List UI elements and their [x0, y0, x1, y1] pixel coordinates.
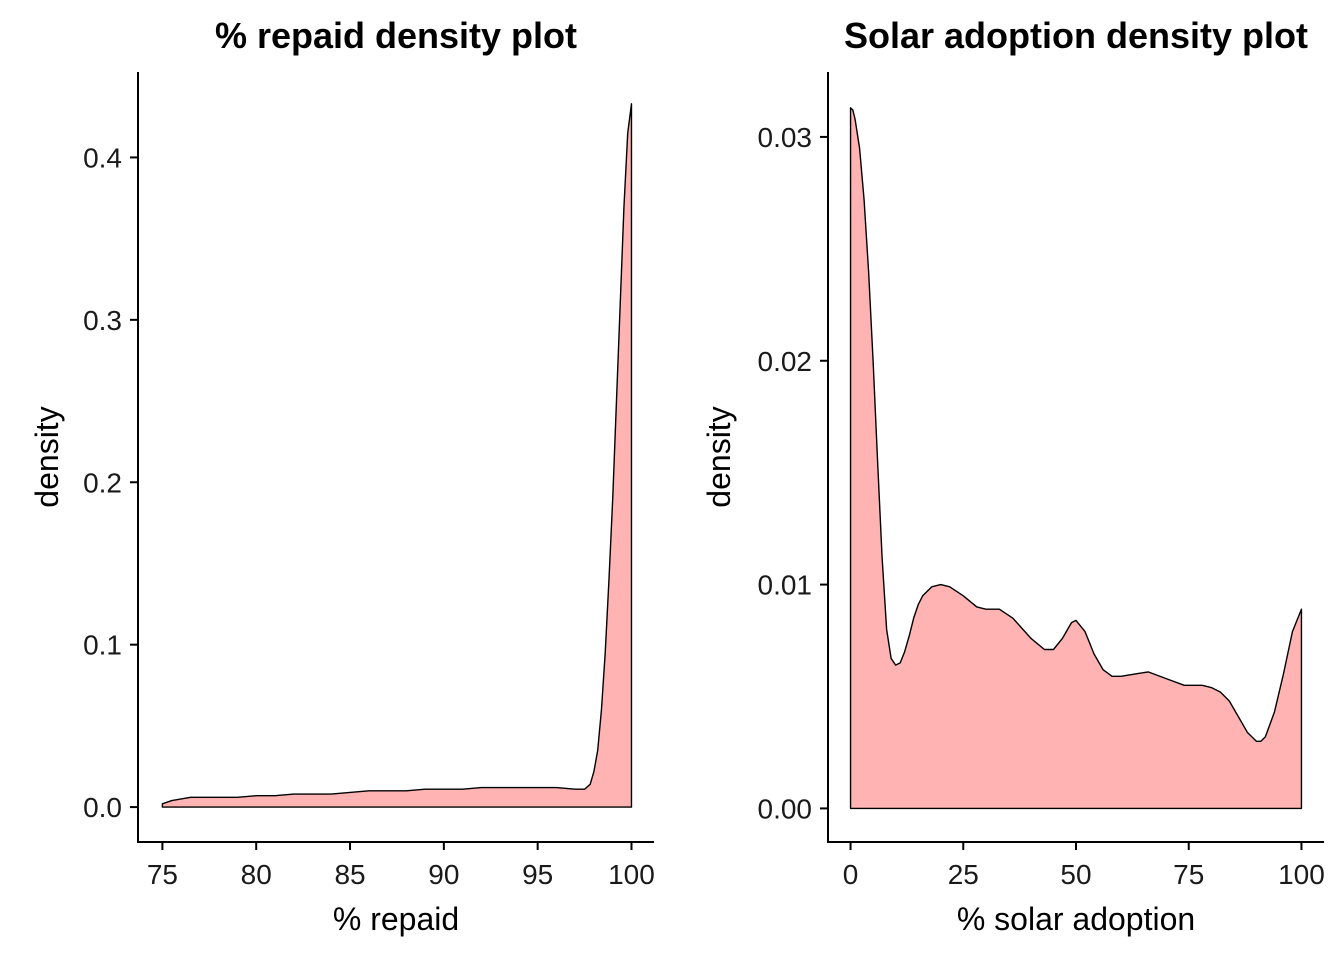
y-tick-label: 0.02 [758, 346, 813, 377]
chart-title: Solar adoption density plot [844, 15, 1308, 56]
x-tick-label: 100 [608, 859, 655, 890]
y-tick-label: 0.00 [758, 793, 813, 824]
x-tick-label: 25 [948, 859, 979, 890]
x-axis-title: % repaid [333, 901, 459, 937]
x-axis-ticks: 0 25 50 75 100 [843, 842, 1325, 890]
x-tick-label: 50 [1060, 859, 1091, 890]
density-area-0 [161, 103, 633, 808]
repaid-density-panel: % repaid density plot 0.0 0.1 0.2 0.3 0.4 75… [29, 15, 655, 937]
x-tick-label: 0 [843, 859, 859, 890]
y-axis-title: density [29, 406, 65, 507]
y-tick-label: 0.1 [83, 630, 122, 661]
y-axis-title: density [701, 406, 737, 507]
solar-density-panel: Solar adoption density plot 0.00 0.01 0.02… [701, 15, 1325, 937]
x-tick-label: 95 [522, 859, 553, 890]
y-tick-label: 0.4 [83, 142, 122, 173]
plot-area [161, 103, 633, 808]
y-axis-ticks: 0.0 0.1 0.2 0.3 0.4 [83, 142, 138, 823]
y-axis-ticks: 0.00 0.01 0.02 0.03 [758, 122, 828, 824]
plot-area [849, 107, 1303, 810]
chart-title: % repaid density plot [215, 15, 577, 56]
y-tick-label: 0.03 [758, 122, 813, 153]
x-axis-ticks: 75 80 85 90 95 100 [147, 842, 655, 890]
y-tick-label: 0.0 [83, 792, 122, 823]
x-axis-title: % solar adoption [957, 901, 1195, 937]
x-tick-label: 75 [1173, 859, 1204, 890]
density-area-0 [849, 107, 1303, 810]
y-tick-label: 0.2 [83, 467, 122, 498]
x-tick-label: 80 [241, 859, 272, 890]
x-tick-label: 90 [428, 859, 459, 890]
x-tick-label: 100 [1278, 859, 1325, 890]
y-tick-label: 0.01 [758, 570, 813, 601]
x-tick-label: 85 [334, 859, 365, 890]
y-tick-label: 0.3 [83, 305, 122, 336]
x-tick-label: 75 [147, 859, 178, 890]
